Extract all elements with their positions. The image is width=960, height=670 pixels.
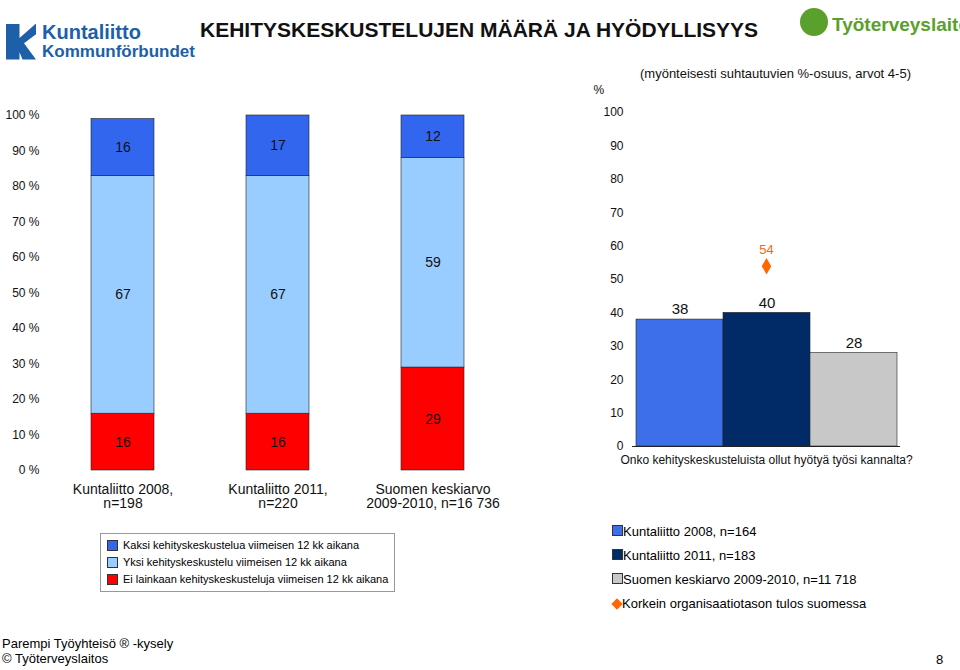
svg-text:100 %: 100 % — [5, 108, 39, 122]
svg-text:30: 30 — [610, 339, 624, 353]
svg-text:16: 16 — [270, 434, 286, 450]
html-text:© Työterveyslaitos: © Työterveyslaitos — [2, 651, 109, 666]
svg-text:29: 29 — [425, 411, 441, 427]
html-text:Ei lainkaan kehityskeskusteluj: Ei lainkaan kehityskeskusteluja viimeise… — [123, 573, 389, 585]
svg-text:100: 100 — [603, 105, 623, 119]
html-text:Yksi kehityskeskustelu viimeis: Yksi kehityskeskustelu viimeisen 12 kk a… — [123, 556, 347, 568]
svg-text:16: 16 — [115, 139, 131, 155]
html-text:Kuntaliitto 2008, n=164: Kuntaliitto 2008, n=164 — [623, 524, 757, 539]
svg-text:%: % — [594, 83, 605, 97]
svg-text:Kuntaliitto 2008,n=198: Kuntaliitto 2008,n=198 — [73, 481, 173, 511]
svg-text:40 %: 40 % — [12, 321, 40, 335]
svg-text:80: 80 — [610, 172, 624, 186]
html-text:Kaksi kehityskeskustelua viime: Kaksi kehityskeskustelua viimeisen 12 kk… — [123, 539, 359, 551]
html-text:8: 8 — [936, 652, 944, 667]
svg-text:0: 0 — [617, 439, 624, 453]
svg-text:40: 40 — [759, 294, 776, 311]
svg-text:67: 67 — [115, 286, 131, 302]
svg-text:16: 16 — [115, 434, 131, 450]
svg-text:30 %: 30 % — [12, 357, 40, 371]
svg-text:90: 90 — [610, 139, 624, 153]
svg-text:60: 60 — [610, 239, 624, 253]
svg-text:10 %: 10 % — [12, 428, 40, 442]
html-text:Korkein organisaatiotason tulo: Korkein organisaatiotason tulos suomessa — [622, 596, 867, 611]
svg-text:50 %: 50 % — [12, 286, 40, 300]
svg-text:Kuntaliitto 2011,n=220: Kuntaliitto 2011,n=220 — [228, 481, 327, 511]
svg-text:60 %: 60 % — [12, 250, 40, 264]
svg-text:38: 38 — [672, 300, 689, 317]
svg-text:17: 17 — [270, 137, 286, 153]
svg-text:40: 40 — [610, 306, 624, 320]
svg-text:20: 20 — [610, 373, 624, 387]
html-text:KEHITYSKESKUSTELUJEN MÄÄRÄ JA: KEHITYSKESKUSTELUJEN MÄÄRÄ JA HYÖDYLLISY… — [200, 18, 759, 41]
svg-text:67: 67 — [270, 286, 286, 302]
html-text:Kuntaliitto 2011, n=183: Kuntaliitto 2011, n=183 — [623, 548, 756, 563]
svg-text:70: 70 — [610, 206, 624, 220]
svg-text:70 %: 70 % — [12, 215, 40, 229]
html-text:Parempi Työyhteisö ® -kysely: Parempi Työyhteisö ® -kysely — [2, 636, 174, 651]
svg-text:54: 54 — [759, 242, 773, 257]
html-text:Suomen keskiarvo 2009-2010, n=: Suomen keskiarvo 2009-2010, n=11 718 — [623, 572, 857, 587]
svg-text:20 %: 20 % — [12, 392, 40, 406]
svg-text:Onko kehityskeskusteluista oll: Onko kehityskeskusteluista ollut hyötyä … — [620, 453, 912, 467]
svg-text:50: 50 — [610, 272, 624, 286]
svg-text:10: 10 — [610, 406, 624, 420]
svg-text:Suomen keskiarvo2009-2010, n=1: Suomen keskiarvo2009-2010, n=16 736 — [366, 481, 500, 511]
svg-text:80 %: 80 % — [12, 179, 40, 193]
html-text:(myönteisesti suhtautuvien %-o: (myönteisesti suhtautuvien %-osuus, arvo… — [640, 66, 911, 81]
svg-text:90 %: 90 % — [12, 144, 40, 158]
svg-text:28: 28 — [846, 334, 863, 351]
html-text:Kuntaliitto: Kuntaliitto — [42, 21, 141, 43]
html-text:Kommunförbundet: Kommunförbundet — [42, 42, 195, 61]
svg-text:12: 12 — [425, 128, 441, 144]
svg-text:0 %: 0 % — [19, 463, 40, 477]
svg-text:59: 59 — [425, 254, 441, 270]
